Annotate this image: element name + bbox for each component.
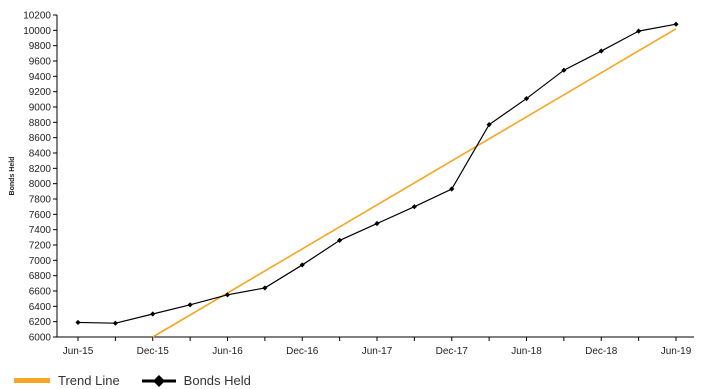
- y-tick-label: 6400: [29, 302, 52, 313]
- bonds-held-point: [224, 292, 231, 298]
- y-tick-label: 7000: [29, 256, 52, 267]
- x-tick-label: Jun-16: [212, 346, 243, 357]
- line-chart: 6000 6200 6400 6600 6800 7000 7200 7400 7600 7800…: [9, 11, 694, 357]
- bonds-held-point: [561, 67, 567, 73]
- y-tick-label: 9000: [29, 103, 52, 114]
- legend-label-bonds-held: Bonds Held: [183, 373, 251, 388]
- trend-line: [152, 28, 677, 338]
- bonds-held-point: [449, 186, 455, 192]
- y-axis-label: Bonds Held: [9, 157, 16, 196]
- y-tick-label: 7600: [29, 210, 52, 221]
- y-tick-label: 7800: [29, 195, 52, 206]
- y-tick-label: 6600: [29, 287, 52, 298]
- x-tick-labels: Jun-15 Dec-15 Jun-16 Dec-16 Jun-17 Dec-17 Jun-…: [63, 337, 692, 357]
- legend-swatch-trend-line: [14, 378, 50, 383]
- bonds-held-point: [636, 28, 642, 34]
- y-tick-label: 9400: [29, 72, 52, 83]
- y-tick-label: 10200: [23, 11, 51, 22]
- chart-legend: Trend Line Bonds Held: [14, 372, 273, 389]
- bonds-held-point: [112, 320, 118, 326]
- bonds-held-point: [598, 48, 604, 54]
- y-tick-label: 7400: [29, 225, 52, 236]
- y-tick-label: 10000: [23, 26, 51, 37]
- bonds-held-point: [486, 122, 492, 128]
- y-tick-label: 7200: [29, 241, 52, 252]
- y-tick-labels: 6000 6200 6400 6600 6800 7000 7200 7400 7600 7800…: [23, 11, 57, 344]
- bonds-held-point: [75, 319, 81, 326]
- bonds-held-point: [523, 95, 530, 102]
- y-tick-label: 8400: [29, 149, 52, 160]
- y-tick-label: 6800: [29, 271, 52, 282]
- bonds-held-point: [299, 262, 305, 268]
- bonds-held-point: [187, 302, 193, 308]
- bonds-held-point: [337, 237, 343, 243]
- x-tick-label: Jun-19: [661, 346, 692, 357]
- bonds-held-point: [150, 311, 156, 317]
- x-tick-label: Jun-18: [511, 346, 542, 357]
- legend-label-trend-line: Trend Line: [58, 373, 120, 388]
- x-tick-label: Dec-17: [436, 346, 469, 357]
- bonds-held-line: [77, 23, 677, 324]
- x-tick-label: Jun-17: [362, 346, 393, 357]
- x-tick-label: Dec-15: [137, 346, 170, 357]
- legend-swatch-bonds-held: [141, 374, 176, 387]
- bonds-held-point: [673, 21, 679, 27]
- y-tick-label: 6200: [29, 317, 52, 328]
- y-tick-label: 9800: [29, 41, 52, 52]
- chart-axes: [56, 15, 694, 338]
- chart-series: [75, 21, 679, 338]
- y-tick-label: 8600: [29, 133, 52, 144]
- y-tick-label: 9200: [29, 87, 52, 98]
- y-tick-label: 8800: [29, 118, 52, 129]
- legend-item-bonds-held: Bonds Held: [141, 373, 251, 388]
- y-tick-label: 9600: [29, 57, 52, 68]
- bonds-held-point: [262, 285, 268, 291]
- y-tick-label: 6000: [29, 333, 52, 344]
- x-tick-label: Jun-15: [63, 346, 94, 357]
- bonds-held-point: [411, 204, 417, 210]
- y-tick-label: 8200: [29, 164, 52, 175]
- bonds-held-point: [374, 220, 380, 227]
- legend-item-trend-line: Trend Line: [14, 373, 120, 388]
- x-tick-label: Dec-16: [286, 346, 319, 357]
- x-tick-label: Dec-18: [585, 346, 618, 357]
- y-tick-label: 8000: [29, 179, 52, 190]
